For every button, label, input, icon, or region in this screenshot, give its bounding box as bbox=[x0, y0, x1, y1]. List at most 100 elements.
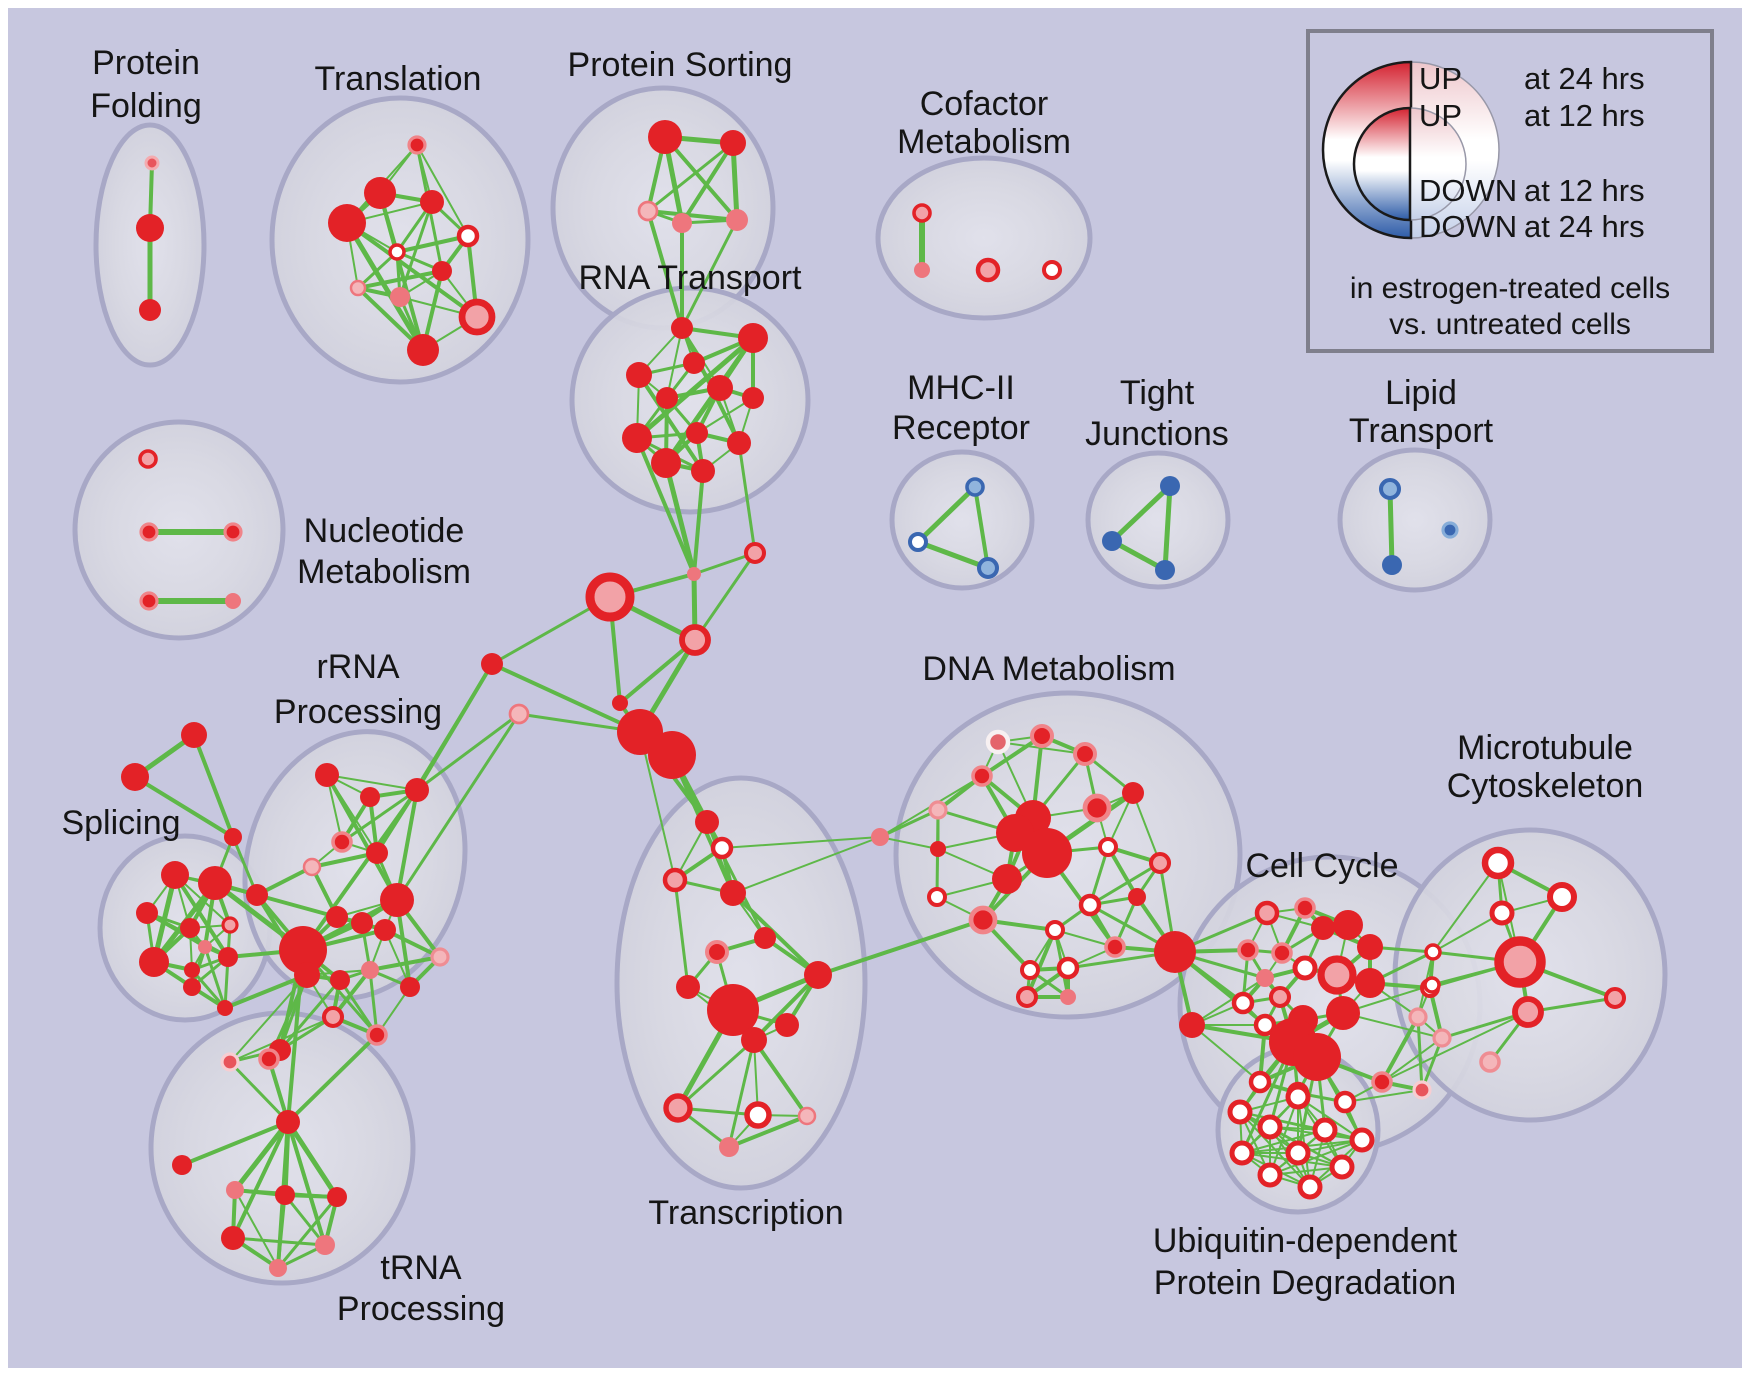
splicing-node-5[interactable] bbox=[218, 947, 238, 967]
cell_cycle-node-1[interactable] bbox=[1294, 897, 1316, 919]
dna_metabolism-node-17[interactable] bbox=[1078, 893, 1102, 917]
rna_transport-node-10[interactable] bbox=[651, 448, 681, 478]
free-node-7[interactable] bbox=[508, 703, 530, 725]
translation-node-7[interactable] bbox=[349, 279, 367, 297]
splicing-node-10[interactable] bbox=[221, 916, 239, 934]
cell_cycle-node-23[interactable] bbox=[1412, 1080, 1432, 1100]
rrna_processing-node-16[interactable] bbox=[246, 884, 268, 906]
dna_metabolism-node-13[interactable] bbox=[992, 864, 1022, 894]
translation-node-10[interactable] bbox=[407, 334, 439, 366]
cell_cycle-node-26[interactable] bbox=[1424, 943, 1442, 961]
lipid_transport-node-1[interactable] bbox=[1382, 555, 1402, 575]
ubiquitin_degradation-node-8[interactable] bbox=[1257, 1162, 1283, 1188]
dna_metabolism-node-4[interactable] bbox=[971, 765, 993, 787]
rrna_processing-node-19[interactable] bbox=[321, 1005, 345, 1029]
splicing-node-8[interactable] bbox=[217, 1000, 233, 1016]
rrna_processing-node-4[interactable] bbox=[302, 857, 322, 877]
splicing-node-2[interactable] bbox=[136, 902, 158, 924]
dna_metabolism-node-8[interactable] bbox=[1022, 828, 1072, 878]
rna_transport-node-9[interactable] bbox=[727, 431, 751, 455]
rrna_processing-node-12[interactable] bbox=[400, 977, 420, 997]
translation-node-5[interactable] bbox=[388, 243, 406, 261]
cell_cycle-node-12[interactable] bbox=[1231, 991, 1255, 1015]
dna_metabolism-node-18[interactable] bbox=[1045, 920, 1065, 940]
cell_cycle-node-0[interactable] bbox=[1254, 900, 1280, 926]
rrna_processing-node-2[interactable] bbox=[405, 778, 429, 802]
rrna_processing-node-14[interactable] bbox=[279, 926, 327, 974]
microtubule_cytoskeleton-node-3[interactable] bbox=[1494, 936, 1546, 988]
dna_metabolism-node-10[interactable] bbox=[1098, 837, 1118, 857]
ubiquitin_degradation-node-7[interactable] bbox=[1329, 1154, 1355, 1180]
cell_cycle-node-4[interactable] bbox=[1357, 934, 1383, 960]
free-node-10[interactable] bbox=[1154, 931, 1196, 973]
splicing-node-9[interactable] bbox=[198, 940, 212, 954]
microtubule_cytoskeleton-node-2[interactable] bbox=[1489, 900, 1515, 926]
transcription-node-9[interactable] bbox=[741, 1027, 767, 1053]
rna_transport-node-2[interactable] bbox=[683, 352, 705, 374]
translation-node-1[interactable] bbox=[364, 177, 396, 209]
translation-node-6[interactable] bbox=[432, 261, 452, 281]
dna_metabolism-node-14[interactable] bbox=[1128, 888, 1146, 906]
rrna_processing-node-18[interactable] bbox=[220, 1052, 240, 1072]
cell_cycle-node-3[interactable] bbox=[1333, 910, 1363, 940]
mhc_receptor-node-0[interactable] bbox=[965, 477, 985, 497]
translation-node-4[interactable] bbox=[456, 224, 480, 248]
rrna_processing-node-20[interactable] bbox=[366, 1024, 388, 1046]
microtubule_cytoskeleton-node-1[interactable] bbox=[1547, 882, 1577, 912]
trna_processing-node-2[interactable] bbox=[258, 1048, 280, 1070]
translation-node-0[interactable] bbox=[407, 135, 427, 155]
free-node-12[interactable] bbox=[121, 763, 149, 791]
mhc_receptor-node-1[interactable] bbox=[908, 532, 928, 552]
mhc_receptor-node-2[interactable] bbox=[976, 556, 1000, 580]
splicing-node-4[interactable] bbox=[139, 947, 169, 977]
dna_metabolism-node-19[interactable] bbox=[1056, 956, 1080, 980]
cell_cycle-node-10[interactable] bbox=[1256, 969, 1274, 987]
nucleotide_metabolism-node-4[interactable] bbox=[225, 593, 241, 609]
transcription-node-7[interactable] bbox=[804, 961, 832, 989]
rrna_processing-node-3[interactable] bbox=[331, 831, 353, 853]
cell_cycle-node-24[interactable] bbox=[1408, 1007, 1428, 1027]
cell_cycle-node-5[interactable] bbox=[1237, 939, 1259, 961]
ubiquitin_degradation-node-0[interactable] bbox=[1227, 1099, 1253, 1125]
microtubule_cytoskeleton-node-0[interactable] bbox=[1481, 846, 1515, 880]
ubiquitin_degradation-node-1[interactable] bbox=[1257, 1114, 1283, 1140]
microtubule_cytoskeleton-node-6[interactable] bbox=[1512, 996, 1544, 1028]
dna_metabolism-node-2[interactable] bbox=[1073, 742, 1097, 766]
dna_metabolism-node-1[interactable] bbox=[1030, 724, 1054, 748]
trna_processing-node-8[interactable] bbox=[269, 1259, 287, 1277]
cell_cycle-node-13[interactable] bbox=[1253, 1013, 1277, 1037]
free-node-9[interactable] bbox=[612, 695, 628, 711]
protein_sorting-node-3[interactable] bbox=[672, 213, 692, 233]
free-node-0[interactable] bbox=[687, 567, 701, 581]
free-node-11[interactable] bbox=[181, 722, 207, 748]
rrna_processing-node-7[interactable] bbox=[326, 906, 348, 928]
ubiquitin_degradation-node-3[interactable] bbox=[1312, 1117, 1338, 1143]
rrna_processing-node-1[interactable] bbox=[360, 787, 380, 807]
tight_junctions-node-1[interactable] bbox=[1102, 531, 1122, 551]
ubiquitin_degradation-node-6[interactable] bbox=[1285, 1140, 1311, 1166]
free-node-5[interactable] bbox=[648, 731, 696, 779]
dna_metabolism-node-11[interactable] bbox=[1148, 851, 1172, 875]
microtubule_cytoskeleton-node-4[interactable] bbox=[1423, 976, 1441, 994]
transcription-node-3[interactable] bbox=[720, 880, 746, 906]
free-node-2[interactable] bbox=[585, 572, 635, 622]
cell_cycle-node-6[interactable] bbox=[1271, 942, 1293, 964]
rrna_processing-node-15[interactable] bbox=[294, 962, 320, 988]
transcription-node-12[interactable] bbox=[744, 1101, 772, 1129]
cofactor_metabolism-node-1[interactable] bbox=[914, 262, 930, 278]
free-node-13[interactable] bbox=[224, 828, 242, 846]
trna_processing-node-5[interactable] bbox=[327, 1187, 347, 1207]
splicing-node-0[interactable] bbox=[161, 861, 189, 889]
cell_cycle-node-27[interactable] bbox=[1432, 1028, 1452, 1048]
translation-node-3[interactable] bbox=[328, 204, 366, 242]
lipid_transport-node-2[interactable] bbox=[1441, 521, 1459, 539]
protein_sorting-node-4[interactable] bbox=[726, 209, 748, 231]
cell_cycle-node-14[interactable] bbox=[1326, 996, 1360, 1030]
transcription-node-8[interactable] bbox=[707, 984, 759, 1036]
trna_processing-node-0[interactable] bbox=[276, 1110, 300, 1134]
nucleotide_metabolism-node-2[interactable] bbox=[223, 522, 243, 542]
rna_transport-node-3[interactable] bbox=[626, 362, 652, 388]
rrna_processing-node-8[interactable] bbox=[351, 912, 373, 934]
splicing-node-3[interactable] bbox=[180, 918, 200, 938]
cofactor_metabolism-node-3[interactable] bbox=[1042, 260, 1062, 280]
